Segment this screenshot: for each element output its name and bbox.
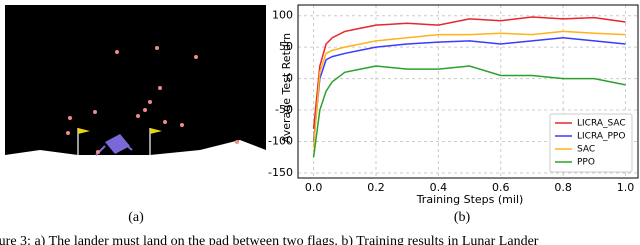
series-line: [312, 16, 626, 130]
legend-label: SAC: [577, 145, 595, 155]
x-tick-label: 0.2: [367, 181, 385, 194]
y-axis-label: Average Test Return: [280, 33, 293, 143]
y-tick-label: -150: [268, 166, 293, 179]
x-tick-label: 0.0: [305, 181, 323, 194]
panel-label: (b): [454, 210, 471, 225]
x-tick-label: 0.4: [430, 181, 448, 194]
y-tick-label: 0: [286, 72, 293, 85]
legend-box: [549, 113, 633, 173]
series-line: [312, 65, 626, 158]
lander-image: [5, 5, 266, 195]
x-tick-label: 0.6: [492, 181, 510, 194]
legend-label: PPO: [577, 158, 595, 168]
y-tick-label: 50: [279, 40, 293, 53]
x-tick-label: 0.8: [554, 181, 572, 194]
series-line: [312, 30, 626, 148]
caption: Figure 3: a) The lander must land on the…: [0, 234, 539, 245]
x-tick-label: 1.0: [617, 181, 635, 194]
y-tick-label: -100: [268, 135, 293, 148]
panel-label: (a): [128, 210, 144, 225]
legend-label: LICRA_SAC: [577, 119, 626, 129]
y-tick-label: -50: [275, 103, 293, 116]
legend-label: LICRA_PPO: [577, 132, 625, 142]
x-axis-label: Training Steps (mil): [416, 193, 524, 206]
plot-frame: [297, 4, 639, 179]
series-line: [312, 36, 626, 142]
y-tick-label: 100: [272, 9, 293, 22]
